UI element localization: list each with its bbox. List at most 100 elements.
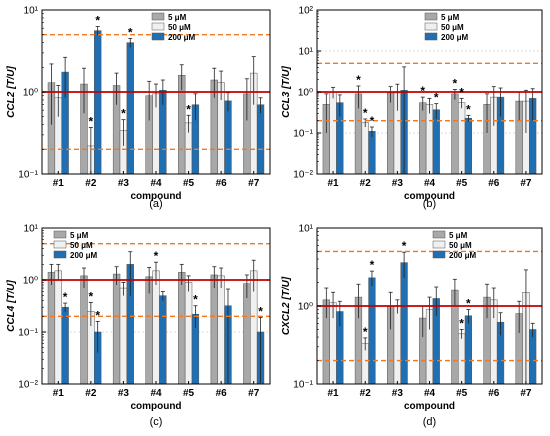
x-tick-label: #4 [150,388,162,399]
legend-label: 5 μM [70,231,89,240]
significance-star: * [466,297,471,311]
y-tick-label: 10⁰ [298,88,313,99]
significance-star: * [402,239,407,253]
x-tick-label: #7 [248,388,260,399]
x-axis-label: compound [404,191,455,202]
legend-swatch [424,12,438,21]
x-tick-label: #3 [118,178,130,189]
y-tick-label: 10¹ [299,47,314,58]
bar [368,131,376,175]
bar [419,102,427,175]
significance-star: * [466,102,471,116]
bar [47,272,56,385]
y-tick-label: 10⁻¹ [18,170,38,181]
y-tick-label: 10¹ [24,224,39,235]
x-axis-label: compound [130,401,181,412]
bar [119,287,128,385]
legend-swatch [432,230,446,239]
x-tick-label: #6 [216,388,228,399]
significance-star: * [420,84,425,98]
bar [178,272,186,385]
y-tick-label: 10⁻¹ [18,328,38,339]
y-tick-label: 10⁰ [23,276,38,287]
significance-star: * [193,293,198,307]
legend-swatch [53,230,67,239]
chart-panel-1: * * * * * 10⁻¹ 10⁰ 10¹ #1 #2 #3 #4 #5 #6 #7 compound CCL… [6,6,271,210]
legend-swatch [432,240,446,249]
significance-star: * [258,305,263,319]
x-tick-label: #1 [53,178,65,189]
x-tick-label: #4 [150,178,162,189]
bar [159,295,167,385]
bar [368,277,376,385]
legend-label: 50 μM [168,23,191,32]
x-tick-label: #7 [520,388,532,399]
x-tick-label: #4 [424,388,436,399]
panel-caption: (a) [149,198,162,210]
significance-star: * [89,114,94,128]
bar [386,92,395,175]
x-tick-label: #6 [488,388,500,399]
y-tick-label: 10¹ [24,6,39,17]
significance-star: * [363,106,368,120]
significance-star: * [154,249,159,263]
x-tick-label: #7 [520,178,532,189]
x-tick-label: #5 [183,388,195,399]
y-tick-label: 10² [299,6,314,17]
y-tick-label: 10⁰ [23,88,38,99]
panel-caption: (b) [423,198,436,210]
legend-label: 5 μM [168,13,187,22]
legend-label: 5 μM [449,231,468,240]
y-tick-label: 10⁻¹ [293,129,313,140]
panel-caption: (d) [423,416,436,428]
legend-swatch [424,22,438,31]
bar [94,30,102,175]
y-axis-label: CCL3 [T/U] [281,66,292,118]
significance-star: * [370,258,375,272]
legend-swatch [53,240,67,249]
bar [152,270,160,385]
bar [61,306,69,385]
bar [432,109,440,175]
bar [112,273,121,385]
x-tick-label: #5 [456,388,468,399]
bar [80,275,88,385]
legend-label: 200 μM [70,251,97,260]
bar [464,315,473,385]
y-tick-label: 10⁻² [293,170,313,181]
bar [425,104,434,175]
significance-star: * [459,316,464,330]
y-axis-label: CXCL2 [T/U] [281,276,292,335]
x-tick-label: #5 [183,178,195,189]
legend-label: 50 μM [70,241,93,250]
x-tick-label: #7 [248,178,260,189]
bar [329,91,337,175]
x-axis-label: compound [404,401,455,412]
legend-swatch [151,12,165,21]
x-tick-label: #6 [488,178,500,189]
x-tick-label: #1 [328,388,340,399]
bar [529,329,537,385]
legend-swatch [151,32,165,41]
legend-swatch [151,22,165,31]
bar [217,275,225,385]
legend-label: 200 μM [441,33,468,42]
significance-star: * [95,308,100,322]
legend-label: 5 μM [441,13,460,22]
significance-star: * [356,73,361,87]
legend-swatch [424,32,438,41]
x-tick-label: #1 [53,388,65,399]
significance-star: * [363,325,368,339]
x-tick-label: #4 [424,178,436,189]
significance-star: * [453,77,458,91]
significance-star: * [95,13,100,27]
x-tick-label: #2 [85,388,97,399]
significance-star: * [63,290,68,304]
significance-star: * [128,25,133,39]
